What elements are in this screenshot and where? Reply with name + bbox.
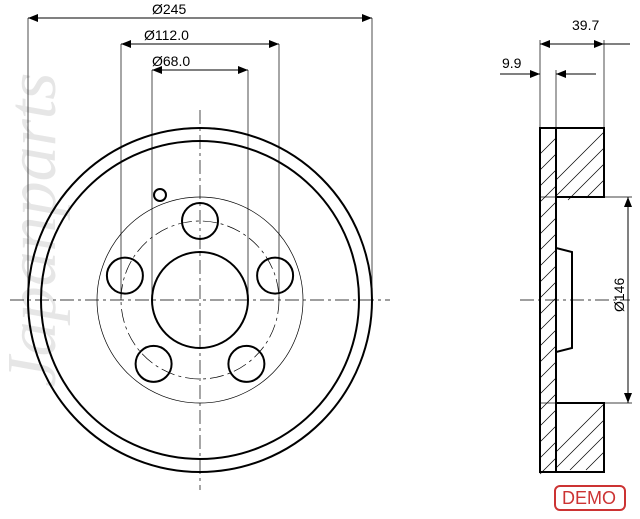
dim-99: 9.9 <box>502 55 522 71</box>
demo-badge: DEMO <box>555 486 625 510</box>
demo-label: DEMO <box>562 488 616 508</box>
dim-d245: Ø245 <box>152 1 186 17</box>
drawing-canvas: Japanparts Ø245 <box>0 0 640 519</box>
side-dimensions: 39.7 9.9 Ø146 <box>500 17 632 403</box>
dim-d112: Ø112.0 <box>144 27 189 43</box>
dim-d68: Ø68.0 <box>152 53 190 69</box>
dim-d146: Ø146 <box>611 278 627 312</box>
index-hole <box>154 189 166 201</box>
dim-397: 39.7 <box>572 17 599 33</box>
watermark: Japanparts <box>0 73 71 388</box>
